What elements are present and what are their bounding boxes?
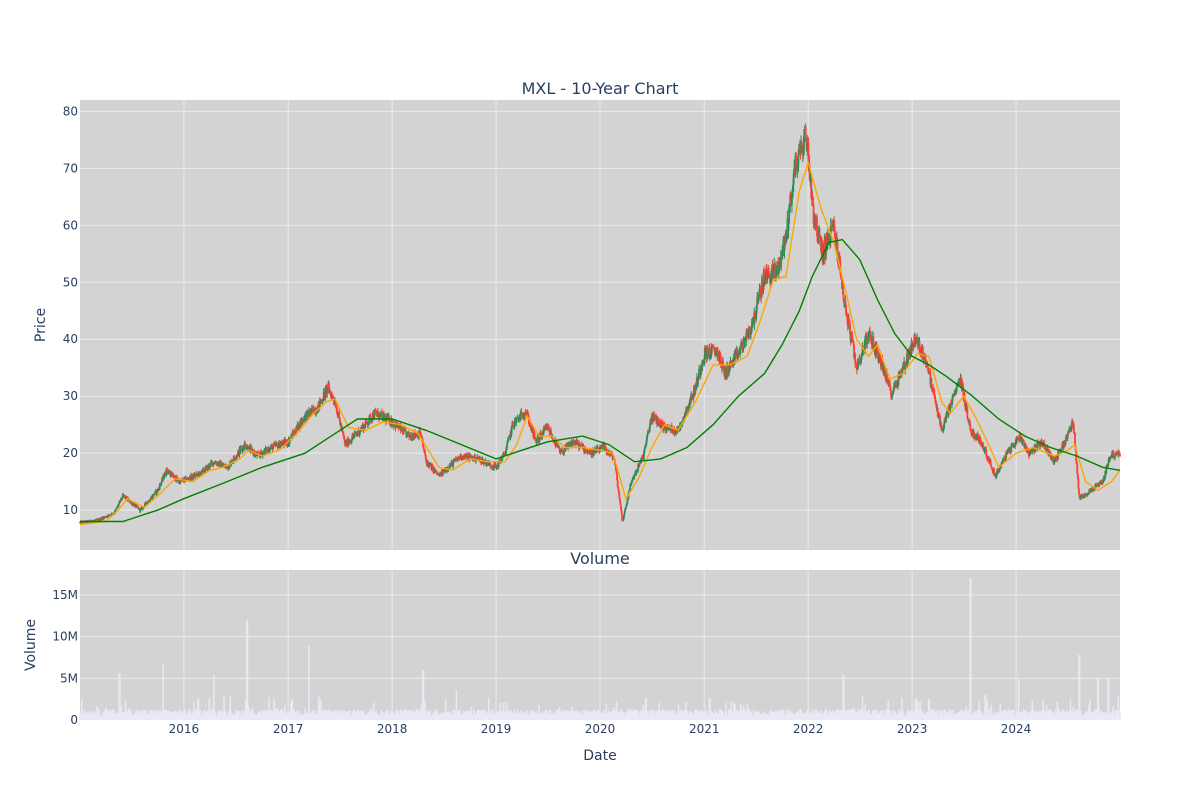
candle-body xyxy=(646,435,648,438)
candle-body xyxy=(851,336,853,340)
candle-body xyxy=(805,126,807,139)
price-y-tick-label: 20 xyxy=(63,446,78,460)
candle-body xyxy=(621,510,623,514)
candle-body xyxy=(821,241,823,247)
price-y-tick-label: 40 xyxy=(63,332,78,346)
candle-body xyxy=(620,502,622,506)
candle-body xyxy=(812,197,814,205)
candle-body xyxy=(842,286,844,294)
volume-y-tick-label: 0 xyxy=(70,713,78,727)
candle-body xyxy=(625,506,627,508)
candle-body xyxy=(1119,454,1121,456)
candle-body xyxy=(848,318,850,323)
volume-subtitle: Volume xyxy=(570,549,630,568)
candle-body xyxy=(272,447,274,450)
candle-body xyxy=(622,519,624,520)
candle-body xyxy=(619,499,621,503)
price-y-tick-label: 30 xyxy=(63,389,78,403)
price-y-ticks: 10 20 30 40 50 60 70 80 xyxy=(63,104,78,517)
volume-bar xyxy=(247,620,249,720)
candle-body xyxy=(281,444,283,446)
volume-y-tick-label: 15M xyxy=(52,588,78,602)
price-y-tick-label: 60 xyxy=(63,218,78,232)
candle-body xyxy=(616,474,618,481)
candle-body xyxy=(620,506,622,510)
candle-body xyxy=(803,137,805,154)
candle-body xyxy=(405,429,407,432)
candle-body xyxy=(163,477,165,479)
candle-body xyxy=(338,412,340,417)
candle-body xyxy=(693,395,695,399)
candle-body xyxy=(1076,464,1078,474)
candle-body xyxy=(506,443,508,447)
candle-body xyxy=(507,437,509,441)
price-y-tick-label: 50 xyxy=(63,275,78,289)
volume-y-tick-label: 5M xyxy=(60,671,78,685)
candle-body xyxy=(1010,446,1012,452)
candle-body xyxy=(1054,462,1056,463)
volume-y-tick-label: 10M xyxy=(52,630,78,644)
candle-body xyxy=(685,410,687,415)
candle-body xyxy=(933,390,935,395)
candle-body xyxy=(985,449,987,455)
candle-body xyxy=(367,423,369,424)
candle-body xyxy=(618,493,620,499)
candle-body xyxy=(855,363,857,368)
volume-bar xyxy=(308,646,310,720)
candle-body xyxy=(118,501,120,503)
price-y-tick-label: 80 xyxy=(63,104,78,118)
price-y-tick-label: 70 xyxy=(63,161,78,175)
volume-y-ticks: 0 5M 10M 15M xyxy=(52,588,78,727)
price-y-tick-label: 10 xyxy=(63,503,78,517)
candle-body xyxy=(758,295,760,300)
candle-body xyxy=(966,407,968,418)
chart-title: MXL - 10-Year Chart xyxy=(522,79,679,98)
candle-body xyxy=(1067,434,1069,438)
candle-body xyxy=(503,452,505,454)
price-y-axis-title: Price xyxy=(33,308,49,342)
candle-body xyxy=(843,294,845,300)
candle-body xyxy=(1078,479,1080,489)
candle-body xyxy=(816,217,818,236)
